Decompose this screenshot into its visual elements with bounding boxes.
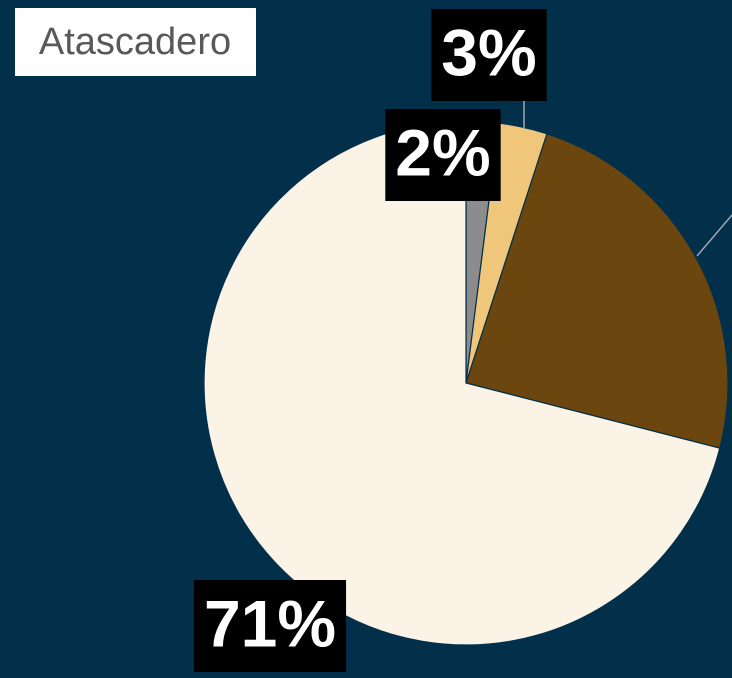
labels: 2% 3% 71% — [193, 9, 547, 672]
chart-title: Atascadero — [39, 21, 231, 63]
title-box — [15, 8, 256, 76]
data-label-box — [385, 109, 501, 201]
data-label: 3% — [441, 15, 536, 89]
leader-line — [696, 214, 732, 257]
data-label-box — [431, 9, 547, 101]
data-label: 2% — [395, 115, 490, 189]
data-label-box — [193, 580, 347, 672]
pie — [203, 120, 729, 646]
pie-slice — [465, 133, 729, 449]
data-label: 71% — [204, 586, 336, 660]
pie-slice — [203, 120, 721, 646]
